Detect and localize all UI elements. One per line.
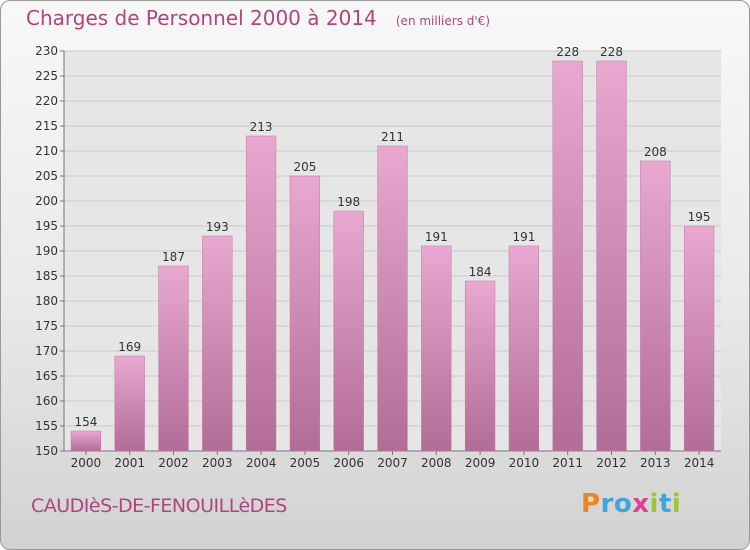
bar-value-label: 154: [74, 415, 97, 429]
x-tick-label: 2003: [202, 456, 233, 470]
x-tick-label: 2014: [684, 456, 715, 470]
y-tick-label: 165: [35, 369, 58, 383]
bar-value-label: 195: [688, 210, 711, 224]
bar-2003: [202, 235, 233, 452]
y-tick-label: 225: [35, 69, 58, 83]
y-tick-label: 195: [35, 219, 58, 233]
bar-value-label: 193: [206, 220, 229, 234]
y-tick-label: 175: [35, 319, 58, 333]
bar-value-label: 184: [469, 265, 492, 279]
y-tick-label: 160: [35, 394, 58, 408]
bar-value-label: 228: [600, 45, 623, 59]
y-tick-label: 215: [35, 119, 58, 133]
x-tick-label: 2004: [246, 456, 277, 470]
y-tick-label: 200: [35, 194, 58, 208]
bar-value-label: 191: [425, 230, 448, 244]
bar-2001: [114, 355, 145, 452]
x-tick-label: 2010: [509, 456, 540, 470]
y-tick-label: 185: [35, 269, 58, 283]
y-tick-label: 155: [35, 419, 58, 433]
bar-value-label: 228: [556, 45, 579, 59]
bar-value-label: 208: [644, 145, 667, 159]
commune-name: CAUDIèS-DE-FENOUILLèDES: [31, 495, 287, 517]
bar-value-label: 169: [118, 340, 141, 354]
x-tick-label: 2002: [158, 456, 189, 470]
x-tick-label: 2007: [377, 456, 408, 470]
bar-value-label: 198: [337, 195, 360, 209]
y-tick-label: 170: [35, 344, 58, 358]
bar-2010: [508, 245, 540, 452]
x-tick-label: 2008: [421, 456, 452, 470]
bar-value-label: 191: [512, 230, 535, 244]
x-tick-label: 2006: [333, 456, 364, 470]
x-tick-label: 2000: [71, 456, 102, 470]
bar-value-label: 205: [293, 160, 316, 174]
bar-2013: [640, 160, 671, 452]
proxiti-logo: Proxiti: [581, 489, 682, 519]
bar-2004: [245, 135, 277, 452]
chart-subtitle: (en milliers d'€): [395, 14, 490, 28]
bar-2014: [683, 225, 715, 452]
bar-2000: [70, 430, 102, 452]
bar-2002: [158, 265, 189, 452]
x-tick-label: 2005: [290, 456, 321, 470]
x-tick-label: 2011: [552, 456, 583, 470]
bar-value-label: 211: [381, 130, 404, 144]
y-tick-label: 150: [35, 444, 58, 458]
bar-2008: [421, 245, 452, 452]
bar-2006: [333, 210, 364, 452]
bar-2007: [377, 145, 408, 452]
bar-value-label: 213: [250, 120, 273, 134]
y-tick-label: 220: [35, 94, 58, 108]
y-tick-label: 230: [35, 44, 58, 58]
labels: 150 155 160 165 170 175 180 185 190 195 200 205 210 2…: [35, 44, 714, 470]
bar-2005: [289, 175, 321, 452]
bar-2012: [596, 60, 627, 452]
bar-2009: [464, 280, 496, 452]
y-tick-label: 210: [35, 144, 58, 158]
bar-2011: [552, 60, 583, 452]
x-tick-label: 2013: [640, 456, 671, 470]
x-tick-label: 2001: [114, 456, 145, 470]
y-tick-label: 180: [35, 294, 58, 308]
y-tick-label: 205: [35, 169, 58, 183]
x-tick-label: 2012: [596, 456, 627, 470]
chart-title-area: Charges de Personnel 2000 à 2014 (en mil…: [26, 6, 490, 30]
x-tick-label: 2009: [465, 456, 496, 470]
y-tick-label: 190: [35, 244, 58, 258]
bars: [70, 60, 715, 452]
bar-value-label: 187: [162, 250, 185, 264]
chart-title: Charges de Personnel 2000 à 2014: [26, 6, 377, 30]
